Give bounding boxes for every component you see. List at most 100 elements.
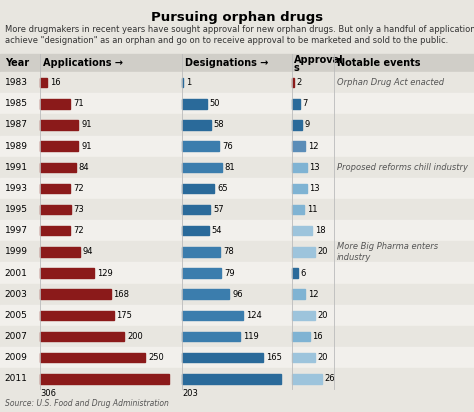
- Text: 94: 94: [82, 247, 93, 256]
- Text: 16: 16: [50, 78, 61, 87]
- Bar: [0, 199, 474, 220]
- Text: 16: 16: [312, 332, 323, 341]
- Text: 76: 76: [222, 142, 233, 151]
- Bar: [182, 226, 209, 236]
- Text: 175: 175: [117, 311, 132, 320]
- Bar: [0, 136, 474, 157]
- Bar: [182, 311, 243, 320]
- Bar: [40, 141, 79, 151]
- Text: More drugmakers in recent years have sought approval for new orphan drugs. But o: More drugmakers in recent years have sou…: [5, 25, 474, 45]
- Bar: [0, 72, 474, 93]
- Text: 1999: 1999: [5, 247, 28, 256]
- Text: 73: 73: [74, 205, 84, 214]
- Text: 306: 306: [40, 389, 56, 398]
- Text: 72: 72: [73, 184, 84, 193]
- Bar: [40, 184, 71, 193]
- Text: 71: 71: [73, 99, 83, 108]
- Bar: [0, 115, 474, 136]
- Text: 2005: 2005: [5, 311, 27, 320]
- Bar: [40, 226, 71, 236]
- Text: 26: 26: [324, 374, 335, 383]
- Bar: [182, 120, 211, 130]
- Text: 1991: 1991: [5, 163, 28, 172]
- Text: 54: 54: [211, 226, 222, 235]
- Text: 200: 200: [127, 332, 143, 341]
- Text: 7: 7: [302, 99, 308, 108]
- Bar: [0, 93, 474, 115]
- Bar: [292, 226, 312, 236]
- Text: 13: 13: [309, 184, 319, 193]
- Text: 91: 91: [82, 142, 92, 151]
- Bar: [292, 205, 304, 214]
- Text: 11: 11: [307, 205, 317, 214]
- Text: 1995: 1995: [5, 205, 28, 214]
- Bar: [182, 141, 219, 151]
- Text: 96: 96: [232, 290, 243, 299]
- Bar: [292, 99, 300, 109]
- Text: 20: 20: [317, 311, 328, 320]
- Bar: [182, 99, 207, 109]
- Text: 250: 250: [148, 353, 164, 362]
- Bar: [40, 78, 47, 87]
- Text: Orphan Drug Act enacted: Orphan Drug Act enacted: [337, 78, 444, 87]
- Bar: [0, 283, 474, 305]
- Bar: [0, 220, 474, 241]
- Bar: [292, 374, 322, 384]
- Text: 2009: 2009: [5, 353, 27, 362]
- Text: 1985: 1985: [5, 99, 28, 108]
- Text: 20: 20: [317, 353, 328, 362]
- Bar: [40, 205, 71, 214]
- Bar: [292, 353, 315, 363]
- Text: 12: 12: [308, 290, 319, 299]
- Bar: [292, 268, 299, 278]
- Bar: [40, 247, 80, 257]
- Bar: [0, 157, 474, 178]
- Bar: [292, 78, 294, 87]
- Text: 9: 9: [304, 120, 310, 129]
- Bar: [182, 332, 240, 341]
- Bar: [292, 120, 302, 130]
- Text: 65: 65: [217, 184, 228, 193]
- Bar: [0, 178, 474, 199]
- Text: Source: U.S. Food and Drug Administration: Source: U.S. Food and Drug Administratio…: [5, 399, 169, 408]
- Text: 168: 168: [114, 290, 129, 299]
- Bar: [182, 268, 221, 278]
- Bar: [0, 368, 474, 389]
- Text: 1983: 1983: [5, 78, 28, 87]
- Text: 6: 6: [301, 269, 306, 278]
- Text: 203: 203: [182, 389, 198, 398]
- Bar: [182, 205, 210, 214]
- Text: 50: 50: [210, 99, 220, 108]
- Bar: [40, 374, 169, 384]
- Text: 72: 72: [73, 226, 84, 235]
- Text: 81: 81: [225, 163, 236, 172]
- Text: 2001: 2001: [5, 269, 27, 278]
- Bar: [40, 332, 124, 341]
- Text: 91: 91: [82, 120, 92, 129]
- Text: Designations →: Designations →: [185, 58, 268, 68]
- Bar: [292, 332, 310, 341]
- Bar: [292, 141, 305, 151]
- Text: 20: 20: [317, 247, 328, 256]
- Bar: [0, 347, 474, 368]
- Bar: [182, 374, 282, 384]
- Text: 78: 78: [223, 247, 234, 256]
- Text: 119: 119: [243, 332, 259, 341]
- Text: 1987: 1987: [5, 120, 28, 129]
- Text: Proposed reforms chill industry: Proposed reforms chill industry: [337, 163, 467, 172]
- Text: 2007: 2007: [5, 332, 27, 341]
- Bar: [292, 289, 305, 299]
- Text: 1989: 1989: [5, 142, 28, 151]
- Bar: [182, 247, 220, 257]
- Bar: [0, 54, 474, 72]
- Bar: [40, 268, 94, 278]
- Bar: [40, 162, 75, 172]
- Bar: [40, 120, 79, 130]
- Text: 1993: 1993: [5, 184, 28, 193]
- Text: 58: 58: [214, 120, 224, 129]
- Text: 79: 79: [224, 269, 235, 278]
- Text: 124: 124: [246, 311, 262, 320]
- Text: More Big Pharma enters
industry: More Big Pharma enters industry: [337, 242, 438, 262]
- Text: 2011: 2011: [5, 374, 27, 383]
- Text: 18: 18: [315, 226, 326, 235]
